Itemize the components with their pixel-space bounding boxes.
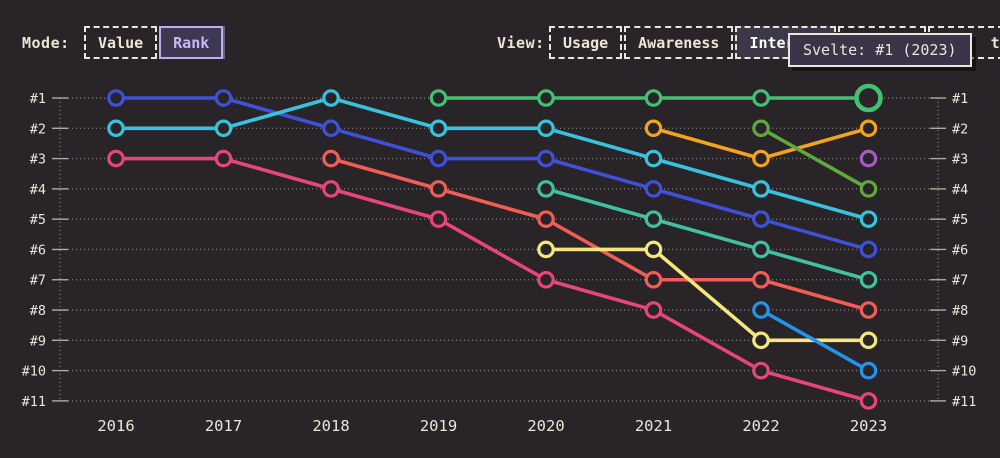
- chart-point-svelte[interactable]: [537, 89, 555, 107]
- year-label: 2022: [742, 417, 779, 435]
- chart-tooltip: Svelte: #1 (2023): [788, 33, 972, 67]
- year-label: 2017: [205, 417, 242, 435]
- chart-point-svelte[interactable]: [752, 89, 770, 107]
- chart-point-teal[interactable]: [644, 210, 663, 228]
- chart-point-yellow[interactable]: [859, 331, 878, 350]
- year-label: 2021: [635, 417, 672, 435]
- series-line-blue: [114, 96, 871, 252]
- year-label: 2020: [527, 417, 564, 435]
- chart-point-salmon[interactable]: [322, 149, 340, 168]
- chart-point-pink[interactable]: [322, 180, 340, 198]
- rank-label-right: #6: [952, 242, 968, 258]
- chart-point-azure[interactable]: [752, 301, 770, 319]
- rank-label-left: #9: [30, 333, 46, 349]
- chart-point-blue[interactable]: [859, 240, 878, 259]
- year-label: 2019: [420, 417, 457, 435]
- rank-label-left: #11: [22, 394, 46, 410]
- mode-button-group: Value Rank: [84, 26, 224, 59]
- chart-point-pink[interactable]: [537, 270, 555, 289]
- mode-button-value[interactable]: Value: [84, 26, 158, 59]
- chart-point-yellow[interactable]: [537, 240, 555, 259]
- year-label: 2016: [97, 417, 134, 435]
- rank-label-left: #7: [30, 273, 46, 289]
- chart-point-svelte[interactable]: [644, 89, 663, 107]
- mode-label: Mode:: [22, 34, 70, 52]
- chart-point-salmon[interactable]: [752, 270, 770, 289]
- chart-point-orange[interactable]: [644, 119, 663, 138]
- year-label: 2023: [850, 417, 887, 435]
- chart-point-pink[interactable]: [107, 149, 125, 168]
- rank-label-right: #7: [952, 273, 968, 289]
- chart-point-teal[interactable]: [537, 180, 555, 198]
- chart-point-cyan[interactable]: [644, 149, 663, 168]
- chart-point-blue[interactable]: [429, 149, 448, 168]
- chart-point-pink[interactable]: [644, 301, 663, 319]
- rank-label-left: #3: [30, 152, 46, 168]
- chart-point-cyan[interactable]: [429, 119, 448, 138]
- chart-point-salmon[interactable]: [537, 210, 555, 228]
- series-line-pink: [114, 156, 871, 403]
- chart-point-cyan[interactable]: [214, 119, 233, 138]
- chart-point-orange[interactable]: [859, 119, 878, 138]
- chart-point-salmon[interactable]: [644, 270, 663, 289]
- rank-label-right: #1: [952, 91, 968, 107]
- series-line-olive: [759, 126, 871, 191]
- rank-label-left: #8: [30, 303, 46, 319]
- rank-label-right: #8: [952, 303, 968, 319]
- view-button-usage[interactable]: Usage: [549, 26, 623, 59]
- chart-point-pink[interactable]: [429, 210, 448, 228]
- chart-tooltip-text: Svelte: #1 (2023): [803, 41, 957, 59]
- rank-label-left: #2: [30, 121, 46, 137]
- chart-point-blue[interactable]: [537, 149, 555, 168]
- chart-point-blue[interactable]: [322, 119, 340, 138]
- rank-label-left: #1: [30, 91, 46, 107]
- chart-point-blue[interactable]: [107, 89, 125, 107]
- rank-label-right: #4: [952, 182, 968, 198]
- rank-label-left: #6: [30, 242, 46, 258]
- chart-point-blue[interactable]: [644, 180, 663, 198]
- chart-point-azure[interactable]: [859, 361, 878, 380]
- rank-label-right: #2: [952, 121, 968, 137]
- rank-label-left: #4: [30, 182, 46, 198]
- rank-label-right: #5: [952, 212, 968, 228]
- chart-point-cyan[interactable]: [859, 210, 878, 228]
- chart-point-salmon[interactable]: [429, 180, 448, 198]
- chart-point-blue[interactable]: [752, 210, 770, 228]
- series-line-azure: [759, 308, 871, 373]
- series-line-teal: [544, 187, 871, 282]
- rank-label-right: #11: [952, 394, 976, 410]
- chart-point-purple[interactable]: [859, 149, 878, 168]
- chart-point-cyan[interactable]: [322, 89, 340, 107]
- chart-point-highlighted-svelte[interactable]: [854, 83, 883, 113]
- chart-point-cyan[interactable]: [537, 119, 555, 138]
- chart-point-blue[interactable]: [214, 89, 233, 107]
- rank-label-left: #5: [30, 212, 46, 228]
- chart-point-cyan[interactable]: [752, 180, 770, 198]
- chart-point-pink[interactable]: [752, 361, 770, 380]
- rank-label-left: #10: [22, 364, 46, 380]
- chart-point-svelte[interactable]: [429, 89, 448, 107]
- chart-point-pink[interactable]: [214, 149, 233, 168]
- rank-label-right: #10: [952, 364, 976, 380]
- chart-point-olive[interactable]: [859, 180, 878, 198]
- chart-point-salmon[interactable]: [859, 301, 878, 319]
- series-line-salmon: [329, 156, 871, 312]
- view-label: View:: [497, 34, 545, 52]
- series-line-cyan: [114, 96, 871, 221]
- chart-point-pink[interactable]: [859, 392, 878, 410]
- rank-label-right: #9: [952, 333, 968, 349]
- chart-point-yellow[interactable]: [644, 240, 663, 259]
- chart-point-cyan[interactable]: [107, 119, 125, 138]
- rank-label-right: #3: [952, 152, 968, 168]
- mode-button-rank[interactable]: Rank: [159, 26, 224, 59]
- year-label: 2018: [312, 417, 349, 435]
- chart-point-teal[interactable]: [859, 270, 878, 289]
- view-button-awareness[interactable]: Awareness: [624, 26, 734, 59]
- chart-point-olive[interactable]: [752, 119, 770, 138]
- chart-point-orange[interactable]: [752, 149, 770, 168]
- chart-point-teal[interactable]: [752, 240, 770, 259]
- chart-point-yellow[interactable]: [752, 331, 770, 350]
